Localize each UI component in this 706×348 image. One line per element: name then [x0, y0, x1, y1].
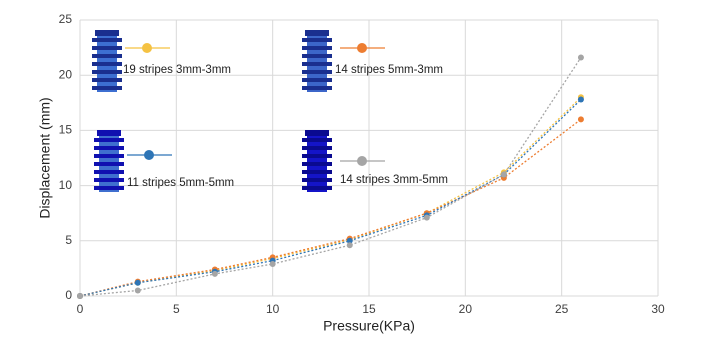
- y-tick-label: 15: [59, 123, 73, 137]
- legend-icon-cap: [305, 30, 329, 36]
- legend-icon: [97, 30, 117, 92]
- data-point: [346, 242, 353, 249]
- legend-icon: [99, 130, 119, 192]
- legend-item: 11 stripes 5mm-5mm: [94, 130, 234, 192]
- legend-icon-stripe: [94, 170, 124, 174]
- legend-icon-cap: [305, 130, 329, 136]
- legend-icon-stripe: [302, 62, 332, 66]
- data-point: [577, 54, 584, 61]
- x-tick-label: 15: [362, 302, 376, 316]
- legend-text: 14 stripes 5mm-3mm: [335, 64, 443, 76]
- legend-item: 14 stripes 3mm-5mm: [302, 130, 448, 192]
- legend-icon-cap: [95, 30, 119, 36]
- legend-icon-stripe: [94, 162, 124, 166]
- legend-icon-stripe: [302, 86, 332, 90]
- legend-icon: [307, 130, 327, 192]
- legend-icon-stripe: [302, 78, 332, 82]
- y-tick-label: 5: [65, 233, 72, 247]
- legend-icon-stripe: [92, 54, 122, 58]
- legend-marker: [142, 43, 152, 53]
- legend-icon-stripe: [94, 146, 124, 150]
- legend-icon-stripe: [94, 178, 124, 182]
- x-axis-title: Pressure(KPa): [323, 318, 415, 334]
- legend-icon-stripe: [302, 178, 332, 182]
- x-tick-label: 20: [459, 302, 473, 316]
- series-line: [79, 118, 582, 297]
- y-tick-label: 10: [59, 178, 73, 192]
- y-tick-label: 20: [59, 67, 73, 81]
- y-axis-title: Displacement (mm): [37, 97, 53, 218]
- legend-icon-stripe: [302, 146, 332, 150]
- legend-icon-stripe: [302, 170, 332, 174]
- legend-text: 11 stripes 5mm-5mm: [127, 177, 234, 189]
- data-point: [577, 96, 584, 103]
- legend-icon-stripe: [92, 46, 122, 50]
- legend-icon: [307, 30, 327, 92]
- legend-icon-stripe: [94, 138, 124, 142]
- data-point: [77, 293, 83, 299]
- data-point: [423, 214, 430, 221]
- legend-icon-stripe: [302, 138, 332, 142]
- data-point: [500, 171, 507, 178]
- legend-icon-stripe: [302, 186, 332, 190]
- x-tick-label: 5: [173, 302, 180, 316]
- legend-icon-stripe: [92, 78, 122, 82]
- legend-icon-stripe: [94, 186, 124, 190]
- series-line: [79, 99, 582, 297]
- legend-marker: [357, 156, 367, 166]
- x-tick-label: 30: [651, 302, 665, 316]
- legend-item: 19 stripes 3mm-3mm: [92, 30, 231, 92]
- legend-icon-stripe: [302, 38, 332, 42]
- data-point: [346, 237, 353, 244]
- y-tick-label: 0: [65, 288, 72, 302]
- data-point: [211, 270, 218, 277]
- data-point: [577, 116, 584, 123]
- x-tick-label: 0: [77, 302, 84, 316]
- legend-icon-stripe: [302, 46, 332, 50]
- x-tick-label: 10: [266, 302, 280, 316]
- legend-icon-stripe: [92, 62, 122, 66]
- legend-icon-cap: [97, 130, 121, 136]
- legend-icon-stripe: [92, 70, 122, 74]
- data-point: [134, 279, 141, 286]
- legend-text: 19 stripes 3mm-3mm: [123, 64, 231, 76]
- x-tick-label: 25: [555, 302, 569, 316]
- legend-text: 14 stripes 3mm-5mm: [340, 174, 448, 186]
- legend-icon-stripe: [302, 54, 332, 58]
- legend-icon-stripe: [302, 162, 332, 166]
- legend-icon-stripe: [302, 154, 332, 158]
- series-line: [79, 96, 582, 297]
- legend-icon-stripe: [92, 86, 122, 90]
- legend-icon-stripe: [302, 70, 332, 74]
- data-point: [269, 260, 276, 267]
- legend-icon-stripe: [92, 38, 122, 42]
- legend-marker: [357, 43, 367, 53]
- data-point: [134, 287, 141, 294]
- legend-item: 14 stripes 5mm-3mm: [302, 30, 443, 92]
- legend-marker: [144, 150, 154, 160]
- y-tick-label: 25: [59, 12, 73, 26]
- legend-icon-stripe: [94, 154, 124, 158]
